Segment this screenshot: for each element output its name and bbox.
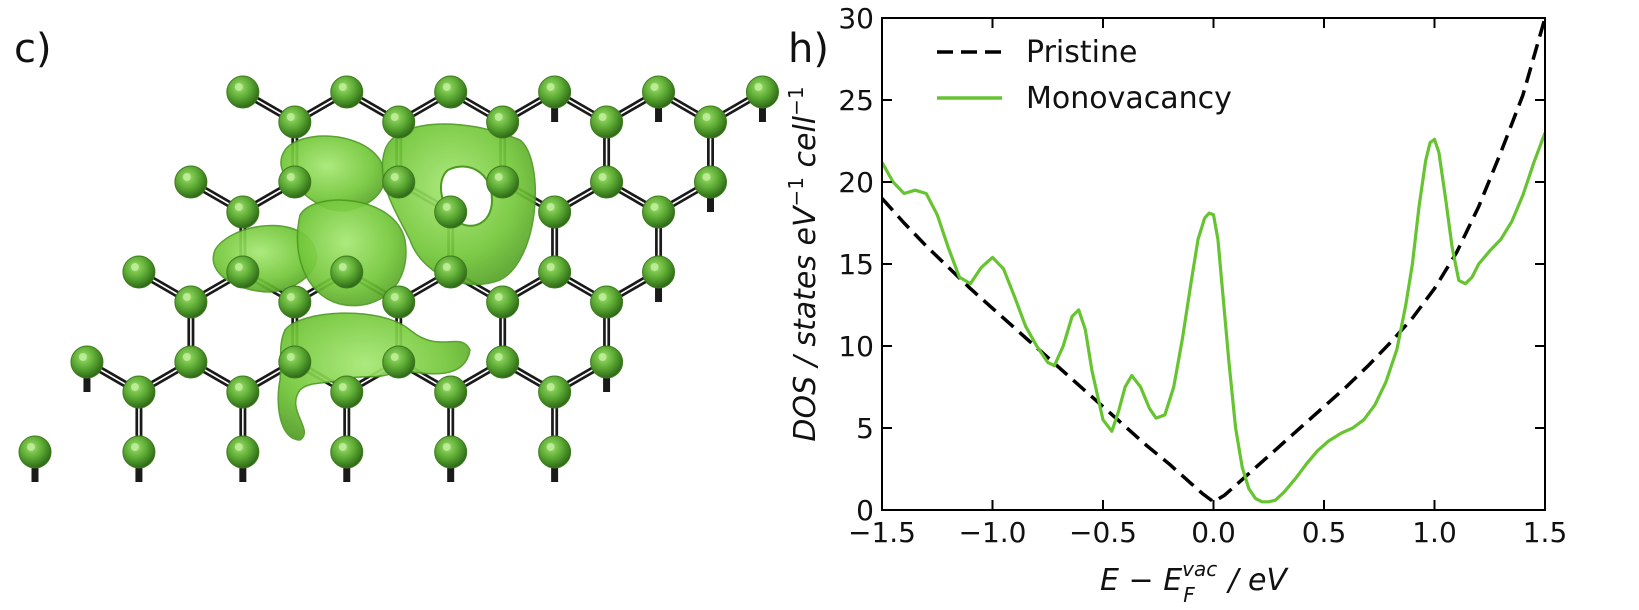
panel-label-c: c) [14, 26, 52, 72]
carbon-atom [642, 195, 676, 229]
carbon-atom [122, 255, 156, 289]
carbon-atom [693, 105, 727, 139]
carbon-atom [382, 165, 416, 199]
carbon-atom [18, 435, 52, 469]
carbon-atom [278, 345, 312, 379]
carbon-atoms [18, 75, 779, 469]
x-tick-label: 0.5 [1302, 516, 1347, 549]
carbon-atom [174, 285, 208, 319]
x-tick-label: −1.5 [848, 516, 916, 549]
carbon-atom [382, 285, 416, 319]
structure-panel: c) [14, 26, 779, 482]
x-axis-label: E − Evac F / eV [1100, 557, 1289, 607]
carbon-atom [174, 345, 208, 379]
carbon-atom [382, 105, 416, 139]
carbon-atom [122, 375, 156, 409]
y-tick-label: 5 [856, 412, 874, 445]
carbon-atom [226, 255, 260, 289]
carbon-atom [174, 165, 208, 199]
carbon-atom [538, 255, 572, 289]
carbon-atom [434, 195, 468, 229]
series-line-pristine [882, 18, 1545, 504]
carbon-atom [486, 165, 520, 199]
y-tick-label: 20 [838, 166, 874, 199]
carbon-atom [434, 255, 468, 289]
carbon-atom [642, 75, 676, 109]
carbon-atom [590, 105, 624, 139]
legend-label: Monovacancy [1026, 81, 1232, 116]
carbon-atom [434, 435, 468, 469]
carbon-atom [122, 435, 156, 469]
y-tick-label: 25 [838, 84, 874, 117]
carbon-atom [330, 375, 364, 409]
x-tick-label: 1.5 [1523, 516, 1568, 549]
carbon-atom [538, 375, 572, 409]
carbon-atom [538, 435, 572, 469]
carbon-atom [590, 345, 624, 379]
carbon-atom [382, 345, 416, 379]
carbon-atom [226, 375, 260, 409]
carbon-atom [278, 285, 312, 319]
legend-item-pristine: Pristine [937, 35, 1137, 70]
panel-label-h: h) [788, 26, 829, 72]
legend: Pristine Monovacancy [937, 35, 1232, 116]
carbon-atom [226, 195, 260, 229]
carbon-atom [745, 75, 779, 109]
carbon-atom [486, 285, 520, 319]
dos-chart: h) −1.5 −1.0 −0.5 0.0 0.5 1.0 1.5051015202530 … [784, 2, 1567, 607]
x-tick-label: 0.0 [1191, 516, 1236, 549]
carbon-atom [330, 75, 364, 109]
carbon-atom [538, 75, 572, 109]
x-tick-label: −0.5 [1069, 516, 1137, 549]
carbon-atom [434, 75, 468, 109]
carbon-atom [278, 105, 312, 139]
carbon-atom [590, 165, 624, 199]
series-line-monovacancy [882, 132, 1545, 504]
carbon-atom [278, 165, 312, 199]
plot-area [882, 18, 1545, 504]
x-tick-label: 1.0 [1412, 516, 1457, 549]
y-tick-label: 30 [838, 2, 874, 35]
carbon-atom [642, 255, 676, 289]
carbon-atom [434, 375, 468, 409]
carbon-atom [330, 435, 364, 469]
legend-item-monovacancy: Monovacancy [937, 81, 1232, 116]
carbon-atom [70, 345, 104, 379]
carbon-atom [486, 105, 520, 139]
carbon-atom [330, 255, 364, 289]
axis-ticks [881, 17, 1546, 511]
axis-tick-labels: −1.5 −1.0 −0.5 0.0 0.5 1.0 1.5 0 5 10 15 20 25 30 [838, 2, 1567, 549]
y-axis-label: DOS / states eV−1 cell−1 [784, 86, 823, 441]
x-tick-label: −1.0 [959, 516, 1027, 549]
carbon-atom [693, 165, 727, 199]
carbon-atom [538, 195, 572, 229]
y-tick-label: 15 [838, 248, 874, 281]
y-tick-label: 0 [856, 494, 874, 527]
carbon-atom [226, 75, 260, 109]
carbon-atom [486, 345, 520, 379]
y-tick-label: 10 [838, 330, 874, 363]
carbon-atom [226, 435, 260, 469]
defect-isosurface [212, 123, 536, 441]
legend-label: Pristine [1026, 35, 1137, 70]
carbon-atom [590, 285, 624, 319]
